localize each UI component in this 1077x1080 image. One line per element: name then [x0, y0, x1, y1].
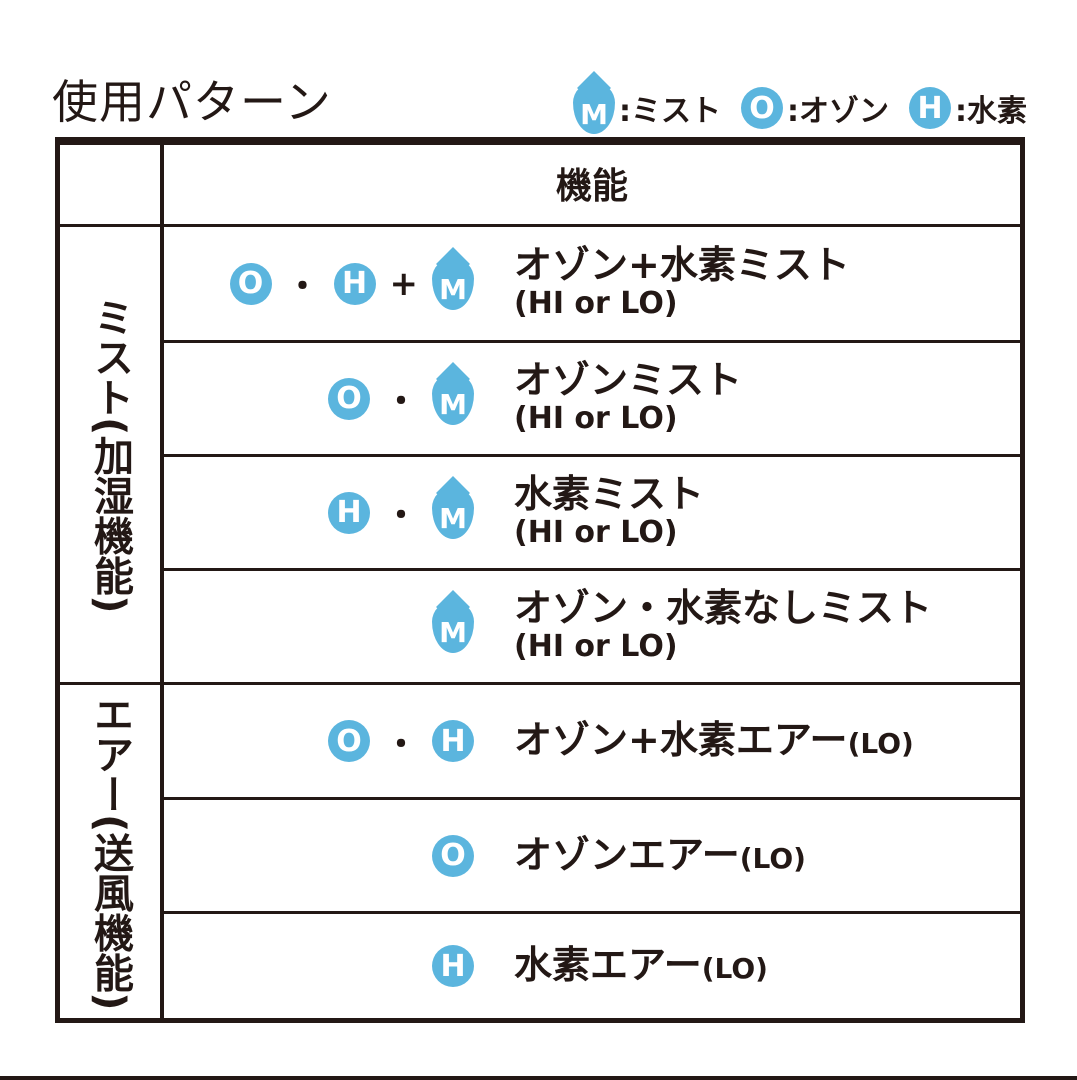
table-row: O オゾンエアー(LO): [164, 800, 1020, 911]
legend-ozone: O:オゾン: [741, 86, 889, 130]
function-icons: O: [164, 834, 474, 877]
function-name: オゾン+水素エアー(LO): [514, 718, 914, 763]
column-divider: [160, 142, 164, 1018]
table-row: H ・ M 水素ミスト (HI or LO): [164, 457, 1020, 568]
plus-sign: +: [389, 263, 419, 304]
function-icons: H ・ M: [164, 486, 474, 539]
row-divider: [160, 568, 1020, 571]
function-name-text: オゾン・水素なしミスト: [514, 585, 933, 630]
legend-label: :オゾン: [787, 94, 889, 129]
ozone-circle-icon: O: [328, 377, 370, 420]
row-divider: [60, 682, 1020, 685]
function-name-text: オゾン+水素ミスト: [514, 242, 850, 287]
level-note: (HI or LO): [514, 401, 678, 437]
legend-mist: M:ミスト: [573, 82, 721, 134]
row-divider: [160, 454, 1020, 457]
mist-drop-icon: M: [432, 257, 474, 310]
function-text: オゾン・水素なしミスト (HI or LO): [514, 585, 933, 666]
page-title: 使用パターン: [52, 75, 332, 129]
function-name: オゾン・水素なしミスト: [514, 585, 933, 630]
separator-dot: ・: [285, 267, 320, 307]
group-mist: ミスト(加湿機能): [87, 296, 133, 614]
row-divider: [60, 142, 1020, 145]
table-row: M オゾン・水素なしミスト (HI or LO): [164, 571, 1020, 682]
function-name: オゾン+水素ミスト: [514, 242, 850, 287]
function-name-text: オゾンエアー: [514, 832, 740, 877]
legend-hydrogen: H:水素: [909, 86, 1027, 130]
function-name: 水素ミスト: [514, 471, 705, 516]
group-air: エアー(送風機能): [87, 694, 133, 1011]
legend: M:ミスト O:オゾン H:水素: [559, 82, 1027, 134]
usage-pattern-table: 機能 ミスト(加湿機能) エアー(送風機能) O ・ H + M オゾン+水素ミスト (HI…: [55, 137, 1025, 1023]
mist-drop-icon: M: [432, 486, 474, 539]
function-icons: O ・ M: [164, 372, 474, 425]
row-divider: [160, 797, 1020, 800]
function-text: オゾンミスト (HI or LO): [514, 357, 743, 438]
level-note: (HI or LO): [514, 629, 678, 665]
function-name: オゾンミスト: [514, 357, 743, 402]
row-divider: [160, 340, 1020, 343]
level-note: (HI or LO): [514, 515, 678, 551]
function-text: 水素エアー(LO): [514, 943, 768, 988]
bottom-edge: [0, 1076, 1077, 1080]
function-name-text: 水素ミスト: [514, 471, 705, 516]
legend-label: :ミスト: [619, 94, 721, 129]
function-icons: O ・ H: [164, 717, 474, 766]
function-icons: M: [164, 600, 474, 653]
function-name: オゾンエアー(LO): [514, 832, 806, 877]
level-suffix: (LO): [701, 952, 768, 986]
ozone-circle-icon: O: [741, 87, 783, 129]
function-name-text: オゾンミスト: [514, 357, 743, 402]
mist-drop-icon: M: [432, 372, 474, 425]
table-row: O ・ H オゾン+水素エアー(LO): [164, 685, 1020, 797]
legend-label: :水素: [955, 94, 1027, 129]
level-note: (HI or LO): [514, 286, 678, 322]
separator-dot: ・: [384, 724, 418, 765]
separator-dot: ・: [384, 496, 418, 536]
table-row: H 水素エアー(LO): [164, 914, 1020, 1018]
function-icons: H: [164, 945, 474, 987]
function-text: オゾン+水素エアー(LO): [514, 718, 914, 763]
function-icons: O ・ H + M: [164, 257, 474, 310]
row-divider: [60, 224, 1020, 227]
hydrogen-circle-icon: H: [328, 491, 370, 534]
table-row: O ・ H + M オゾン+水素ミスト (HI or LO): [164, 227, 1020, 340]
level-suffix: (LO): [847, 727, 914, 761]
level-suffix: (LO): [739, 841, 806, 875]
separator-dot: ・: [384, 382, 418, 422]
hydrogen-circle-icon: H: [432, 720, 474, 762]
function-name-text: 水素エアー: [514, 943, 702, 988]
hydrogen-circle-icon: H: [333, 262, 376, 305]
function-text: 水素ミスト (HI or LO): [514, 471, 705, 552]
ozone-circle-icon: O: [328, 720, 370, 762]
mist-drop-icon: M: [432, 600, 474, 653]
table-row: O ・ M オゾンミスト (HI or LO): [164, 343, 1020, 454]
function-name-text: オゾン+水素エアー: [514, 718, 848, 763]
row-divider: [160, 911, 1020, 914]
ozone-circle-icon: O: [432, 834, 474, 877]
function-text: オゾン+水素ミスト (HI or LO): [514, 242, 850, 323]
function-name: 水素エアー(LO): [514, 943, 768, 988]
ozone-circle-icon: O: [229, 262, 272, 305]
hydrogen-circle-icon: H: [432, 945, 474, 987]
header-function: 機能: [555, 166, 628, 207]
mist-drop-icon: M: [573, 82, 615, 134]
function-text: オゾンエアー(LO): [514, 832, 806, 877]
hydrogen-circle-icon: H: [909, 87, 951, 129]
